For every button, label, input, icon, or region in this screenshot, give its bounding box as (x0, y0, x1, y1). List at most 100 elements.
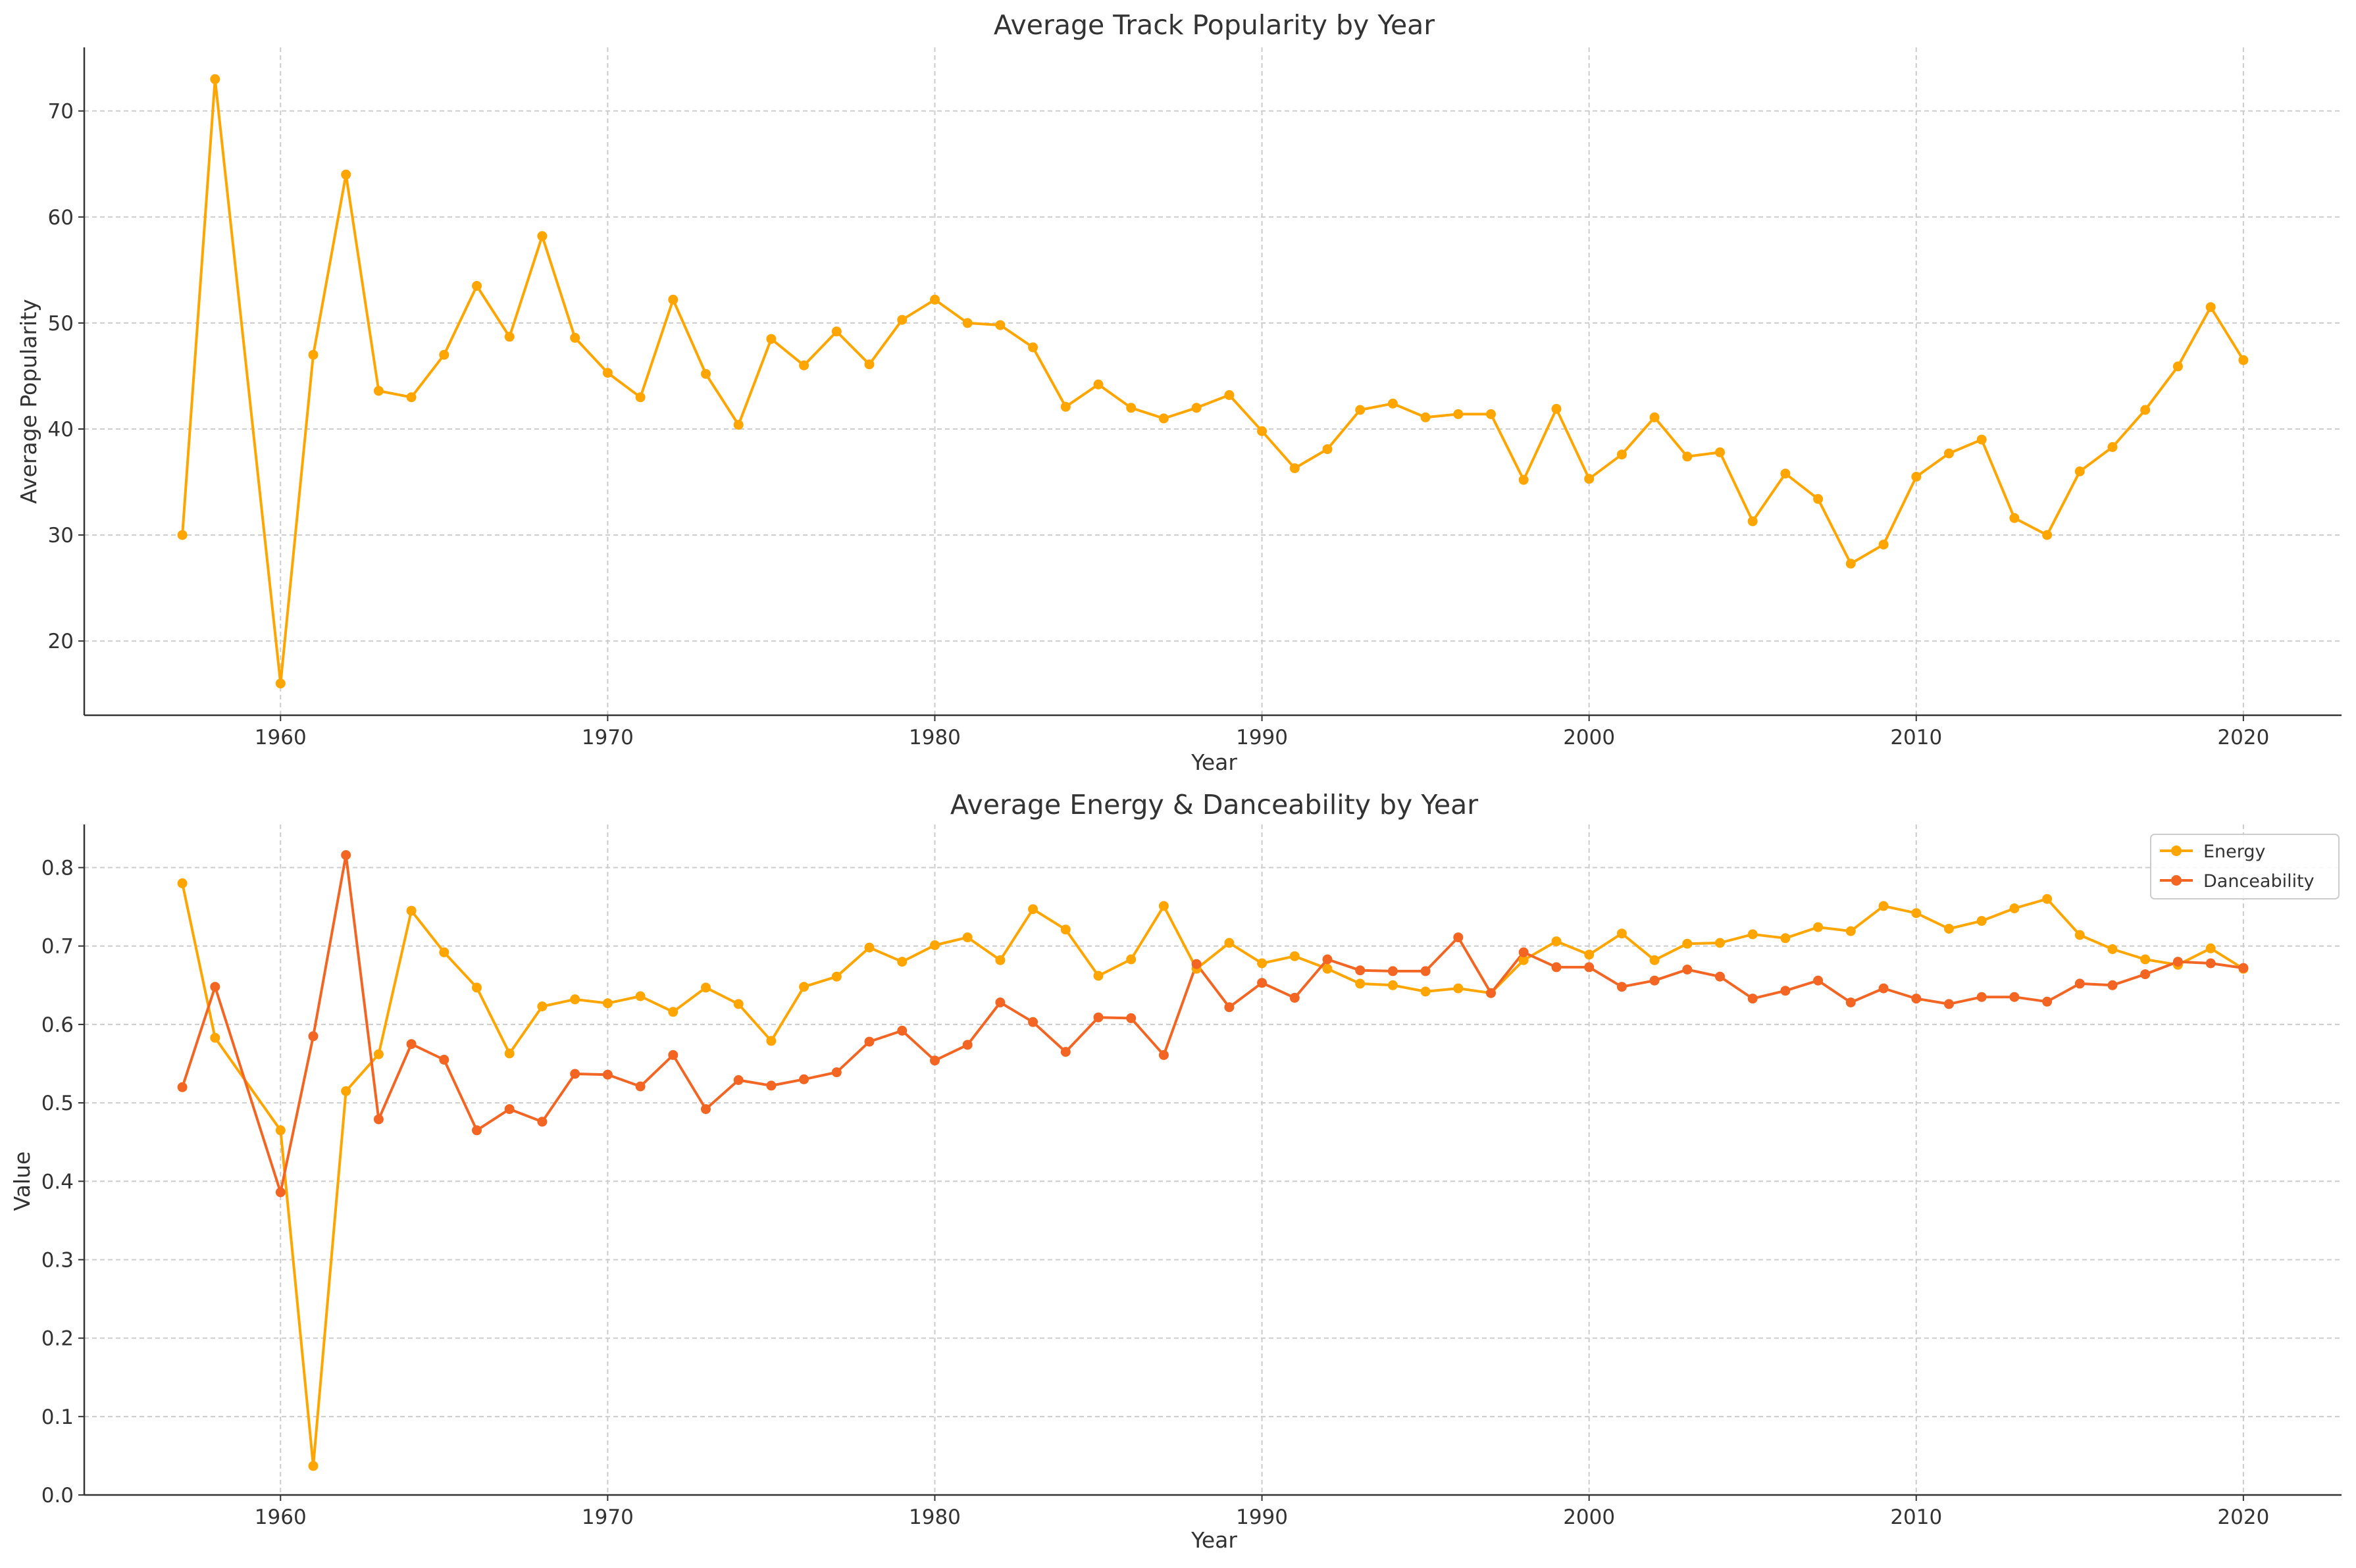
series-0-point (1584, 474, 1595, 484)
danceability-point (1747, 994, 1758, 1004)
series-0-point (1976, 434, 1987, 445)
popularity-chart: Average Track Popularity by Year Year Av… (16, 9, 2342, 775)
energy-point (1518, 955, 1529, 965)
series-0-point (1289, 463, 1300, 474)
popularity-chart-ylabel: Average Popularity (16, 299, 41, 503)
danceability-point (930, 1055, 940, 1066)
y-tick-label: 0.0 (41, 1484, 74, 1507)
energy-point (504, 1048, 515, 1059)
energy-point (1093, 971, 1104, 981)
danceability-point (962, 1040, 973, 1050)
energy-point (210, 1032, 220, 1043)
danceability-point (472, 1125, 482, 1136)
series-0-point (1486, 409, 1496, 419)
danceability-point (406, 1039, 417, 1050)
danceability-point (341, 850, 351, 860)
y-tick-label: 40 (48, 418, 74, 442)
danceability-point (1224, 1002, 1235, 1013)
series-0-point (504, 332, 515, 342)
danceability-point (1028, 1017, 1038, 1027)
energy-point (2074, 930, 2085, 940)
danceability-point (308, 1031, 319, 1042)
danceability-point (766, 1080, 777, 1091)
series-0-point (1747, 516, 1758, 526)
danceability-point (1715, 971, 1725, 982)
series-0-point (864, 359, 875, 370)
danceability-point (1682, 965, 1693, 974)
energy-point (1682, 938, 1693, 949)
energy-point (275, 1125, 286, 1136)
danceability-point (1584, 962, 1595, 973)
energy-point (1322, 963, 1333, 974)
energy-danceability-chart-axes (83, 824, 2342, 1496)
danceability-point (1158, 1050, 1169, 1060)
popularity-chart-points (177, 74, 2249, 689)
series-0-point (1911, 472, 1922, 482)
y-tick-label: 0.1 (41, 1405, 74, 1429)
danceability-point (1387, 966, 1398, 976)
energy-point (1355, 978, 1366, 989)
x-tick-label: 2020 (2217, 1505, 2269, 1529)
energy-point (537, 1001, 548, 1011)
energy-point (1060, 924, 1071, 935)
energy-point (1257, 958, 1268, 969)
energy-point (373, 1049, 384, 1059)
energy-point (831, 971, 842, 982)
energy-point (1649, 955, 1660, 965)
y-tick-label: 20 (48, 630, 74, 653)
danceability-point (995, 998, 1006, 1007)
energy-danceability-chart-xlabel: Year (1191, 1527, 1237, 1553)
danceability-point (504, 1104, 515, 1115)
x-tick-label: 1980 (909, 1505, 961, 1529)
energy-point (2140, 954, 2151, 965)
y-tick-label: 30 (48, 524, 74, 547)
series-0-point (1649, 412, 1660, 422)
series-0-point (2042, 530, 2053, 540)
energy-danceability-chart-title: Average Energy & Danceability by Year (950, 789, 1478, 821)
series-0-point (930, 294, 940, 305)
danceability-point (602, 1069, 613, 1080)
series-0-point (733, 420, 744, 430)
series-0-point (2238, 355, 2249, 365)
energy-point (1747, 929, 1758, 940)
energy-point (930, 940, 940, 950)
energy-point (2205, 943, 2216, 953)
danceability-point (2172, 957, 2183, 967)
energy-point (668, 1007, 679, 1017)
series-0-point (831, 326, 842, 337)
energy-point (341, 1086, 351, 1096)
energy-point (570, 994, 580, 1005)
series-0-point (1387, 398, 1398, 409)
series-0-point (1355, 405, 1366, 415)
series-0-point (1878, 540, 1889, 550)
series-0-point (1420, 412, 1431, 422)
danceability-point (210, 982, 220, 992)
legend-box (2150, 834, 2340, 899)
series-0-point (602, 368, 613, 378)
x-tick-label: 1960 (255, 1505, 307, 1529)
series-0-point (1126, 403, 1137, 413)
energy-point (1453, 983, 1464, 994)
x-tick-label: 1990 (1236, 726, 1288, 749)
danceability-point (1355, 965, 1366, 976)
danceability-point (1257, 978, 1268, 988)
series-0-point (1518, 474, 1529, 485)
series-0-point (1616, 449, 1627, 460)
energy-point (2042, 894, 2053, 904)
y-tick-label: 50 (48, 312, 74, 336)
series-0-point (1845, 559, 1856, 569)
energy-point (472, 982, 482, 993)
danceability-point (1126, 1013, 1137, 1023)
x-tick-label: 1980 (909, 726, 961, 749)
energy-point (439, 947, 449, 957)
series-0-point (1191, 403, 1202, 413)
energy-danceability-chart-ylabel: Value (9, 1151, 35, 1211)
series-0-point (1028, 342, 1038, 353)
danceability-point (831, 1067, 842, 1078)
danceability-point (2009, 992, 2020, 1002)
series-0-point (2140, 405, 2151, 415)
series-0-point (1322, 444, 1333, 455)
popularity-chart-grid (84, 47, 2342, 715)
energy-point (962, 932, 973, 943)
